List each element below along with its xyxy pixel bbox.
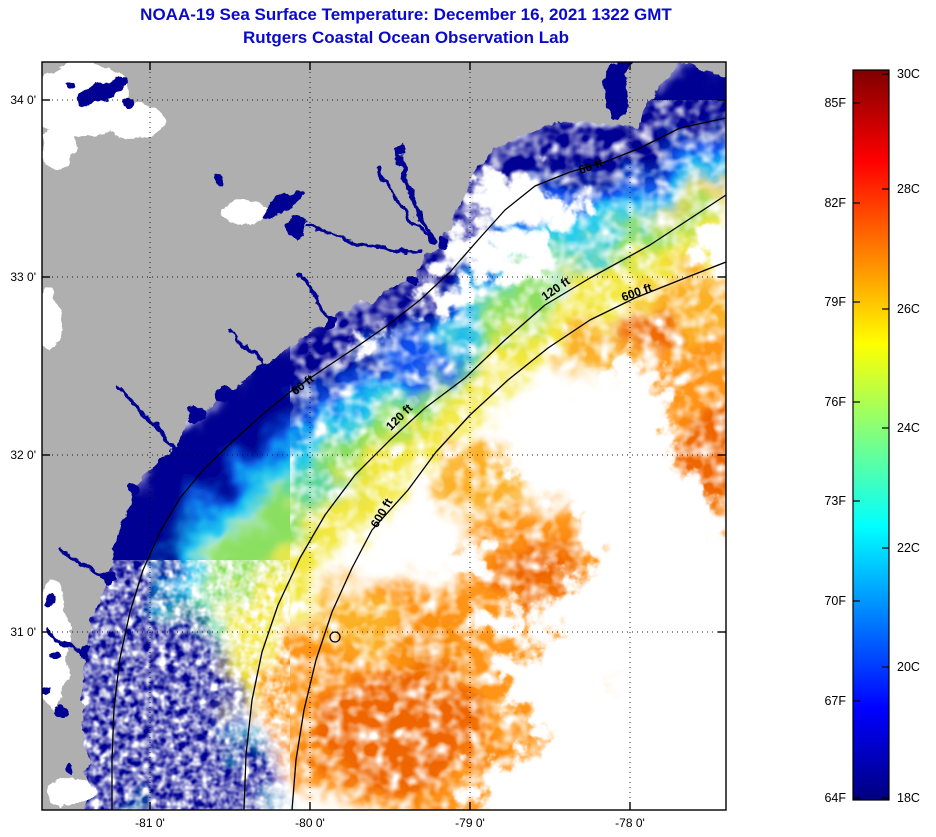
colorbar-f-label-64: 64F bbox=[824, 791, 846, 805]
x-tick-label-81: -81 0' bbox=[135, 816, 165, 830]
x-axis-labels: -81 0' -80 0' -79 0' -78 0' bbox=[135, 816, 645, 830]
colorbar-f-label-76: 76F bbox=[824, 395, 846, 409]
land-mass bbox=[42, 62, 726, 810]
figure-title-block: NOAA-19 Sea Surface Temperature: Decembe… bbox=[0, 4, 812, 50]
colorbar-gradient bbox=[852, 69, 890, 801]
colorbar-c-label-18: 18C bbox=[897, 791, 920, 805]
colorbar-ticks bbox=[853, 73, 889, 799]
colorbar: 85F 82F 79F 76F 73F 70F 67F 64F 30C 28C … bbox=[824, 67, 919, 805]
colorbar-fahrenheit-labels: 85F 82F 79F 76F 73F 70F 67F 64F bbox=[824, 96, 846, 805]
colorbar-f-label-79: 79F bbox=[824, 295, 846, 309]
colorbar-f-label-82: 82F bbox=[824, 196, 846, 210]
axis-ticks bbox=[42, 62, 726, 810]
x-tick-label-79: -79 0' bbox=[455, 816, 485, 830]
x-tick-label-78: -78 0' bbox=[615, 816, 645, 830]
y-axis-labels: 34 0' 33 0' 32 0' 31 0' bbox=[10, 93, 36, 639]
colorbar-c-label-22: 22C bbox=[897, 541, 920, 555]
colorbar-c-label-26: 26C bbox=[897, 302, 920, 316]
closed-depth-contour bbox=[329, 631, 341, 643]
y-tick-label-31: 31 0' bbox=[10, 625, 36, 639]
page-title: NOAA-19 Sea Surface Temperature: Decembe… bbox=[140, 5, 672, 24]
depth-contour-60ft bbox=[111, 117, 726, 810]
colorbar-c-label-20: 20C bbox=[897, 660, 920, 674]
colorbar-celsius-labels: 30C 28C 26C 24C 22C 20C 18C bbox=[897, 67, 920, 805]
y-tick-label-34: 34 0' bbox=[10, 93, 36, 107]
colorbar-c-label-30: 30C bbox=[897, 67, 920, 81]
y-tick-label-33: 33 0' bbox=[10, 270, 36, 284]
x-tick-label-80: -80 0' bbox=[295, 816, 325, 830]
land-polygon bbox=[42, 62, 726, 810]
depth-contour-120ft bbox=[243, 194, 726, 810]
colorbar-c-label-28: 28C bbox=[897, 182, 920, 196]
colorbar-f-label-73: 73F bbox=[824, 494, 846, 508]
colorbar-f-label-85: 85F bbox=[824, 96, 846, 110]
graticule-gridlines bbox=[42, 62, 726, 810]
rivers bbox=[46, 62, 631, 654]
map-border bbox=[41, 61, 727, 811]
y-tick-label-32: 32 0' bbox=[10, 448, 36, 462]
depth-contour-600ft bbox=[291, 261, 726, 810]
colorbar-c-label-24: 24C bbox=[897, 421, 920, 435]
colorbar-f-label-70: 70F bbox=[824, 594, 846, 608]
page-subtitle: Rutgers Coastal Ocean Observation Lab bbox=[243, 27, 569, 47]
colorbar-f-label-67: 67F bbox=[824, 694, 846, 708]
